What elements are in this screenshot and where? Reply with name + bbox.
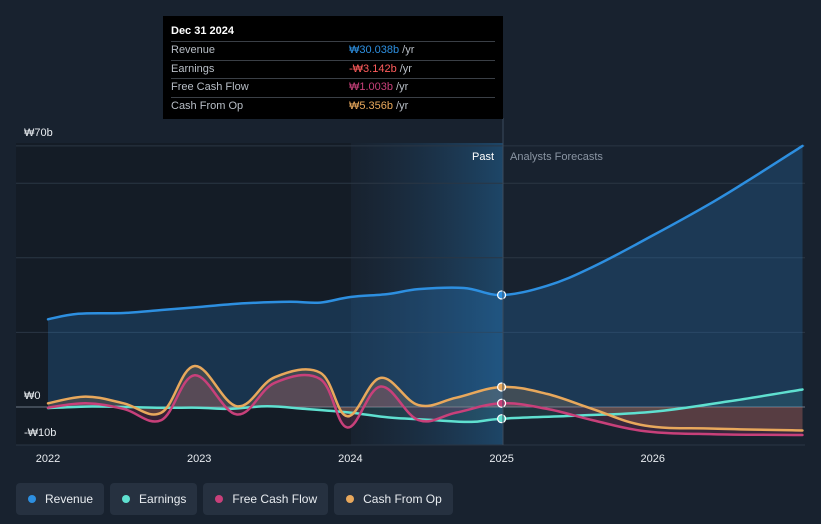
x-axis-ticks: 2022 2023 2024 2025 2026 bbox=[36, 453, 665, 465]
tooltip-date: Dec 31 2024 bbox=[171, 25, 234, 37]
x-tick-label: 2022 bbox=[36, 453, 60, 465]
tooltip-label: Free Cash Flow bbox=[171, 81, 249, 93]
y-tick-label-zero: ₩0 bbox=[24, 390, 41, 402]
legend-dot-icon bbox=[122, 495, 131, 503]
x-tick-label: 2025 bbox=[489, 453, 513, 465]
tooltip-value: ₩30.038b bbox=[349, 44, 400, 56]
tooltip: Dec 31 2024 Revenue ₩30.038b /yr Earning… bbox=[163, 16, 503, 119]
tooltip-row-cash-from-op: Cash From Op ₩5.356b /yr bbox=[171, 96, 495, 116]
chart-svg: Past Analysts Forecasts ₩70b ₩0 -₩10b 20… bbox=[16, 118, 805, 465]
tooltip-unit: /yr bbox=[396, 99, 409, 112]
x-tick-label: 2023 bbox=[187, 453, 211, 465]
tooltip-value: -₩3.142b bbox=[349, 62, 397, 75]
cash-from-op-marker bbox=[497, 382, 507, 392]
legend-label: Revenue bbox=[45, 492, 94, 506]
free-cash-flow-line bbox=[46, 373, 804, 437]
series-markers bbox=[497, 290, 507, 424]
legend-label: Earnings bbox=[139, 492, 187, 506]
legend-label: Free Cash Flow bbox=[232, 492, 318, 506]
cash-from-op-line bbox=[46, 364, 804, 432]
free-cash-flow-marker bbox=[497, 398, 507, 408]
plot-background-past-left bbox=[16, 143, 351, 445]
legend-dot-icon bbox=[215, 495, 224, 503]
tooltip-label: Cash From Op bbox=[171, 99, 244, 112]
legend-item-earnings[interactable]: Earnings bbox=[110, 483, 198, 515]
earnings-line bbox=[46, 388, 804, 424]
revenue-marker bbox=[497, 290, 507, 300]
tooltip-label: Revenue bbox=[171, 44, 216, 56]
x-tick-label: 2024 bbox=[338, 453, 362, 465]
legend-label: Cash From Op bbox=[363, 492, 442, 506]
tooltip-value: ₩1.003b bbox=[349, 81, 394, 93]
x-tick-label: 2026 bbox=[641, 453, 665, 465]
series-lines bbox=[46, 144, 804, 437]
y-tick-label-bottom: -₩10b bbox=[24, 427, 56, 439]
earnings-marker bbox=[497, 414, 507, 424]
tooltip-row-earnings: Earnings -₩3.142b /yr bbox=[171, 59, 495, 79]
tooltip-unit: /yr bbox=[396, 81, 409, 93]
tooltip-row-revenue: Revenue ₩30.038b /yr bbox=[171, 41, 495, 60]
revenue-line bbox=[46, 144, 804, 321]
legend: Revenue Earnings Free Cash Flow Cash Fro… bbox=[16, 483, 453, 515]
legend-dot-icon bbox=[346, 495, 355, 503]
tooltip-label: Earnings bbox=[171, 62, 215, 75]
tooltip-unit: /yr bbox=[399, 62, 412, 75]
y-tick-label-top: ₩70b bbox=[24, 127, 53, 139]
tooltip-row-free-cash-flow: Free Cash Flow ₩1.003b /yr bbox=[171, 78, 495, 97]
legend-dot-icon bbox=[28, 495, 36, 503]
tooltip-value: ₩5.356b bbox=[349, 99, 394, 112]
past-label: Past bbox=[472, 151, 494, 163]
free-cash-flow-area bbox=[48, 374, 803, 435]
forecast-label: Analysts Forecasts bbox=[510, 151, 603, 163]
legend-item-cash-from-op[interactable]: Cash From Op bbox=[334, 483, 453, 515]
legend-item-revenue[interactable]: Revenue bbox=[16, 483, 105, 515]
revenue-area bbox=[48, 145, 803, 407]
tooltip-unit: /yr bbox=[402, 44, 415, 56]
legend-item-free-cash-flow[interactable]: Free Cash Flow bbox=[203, 483, 329, 515]
